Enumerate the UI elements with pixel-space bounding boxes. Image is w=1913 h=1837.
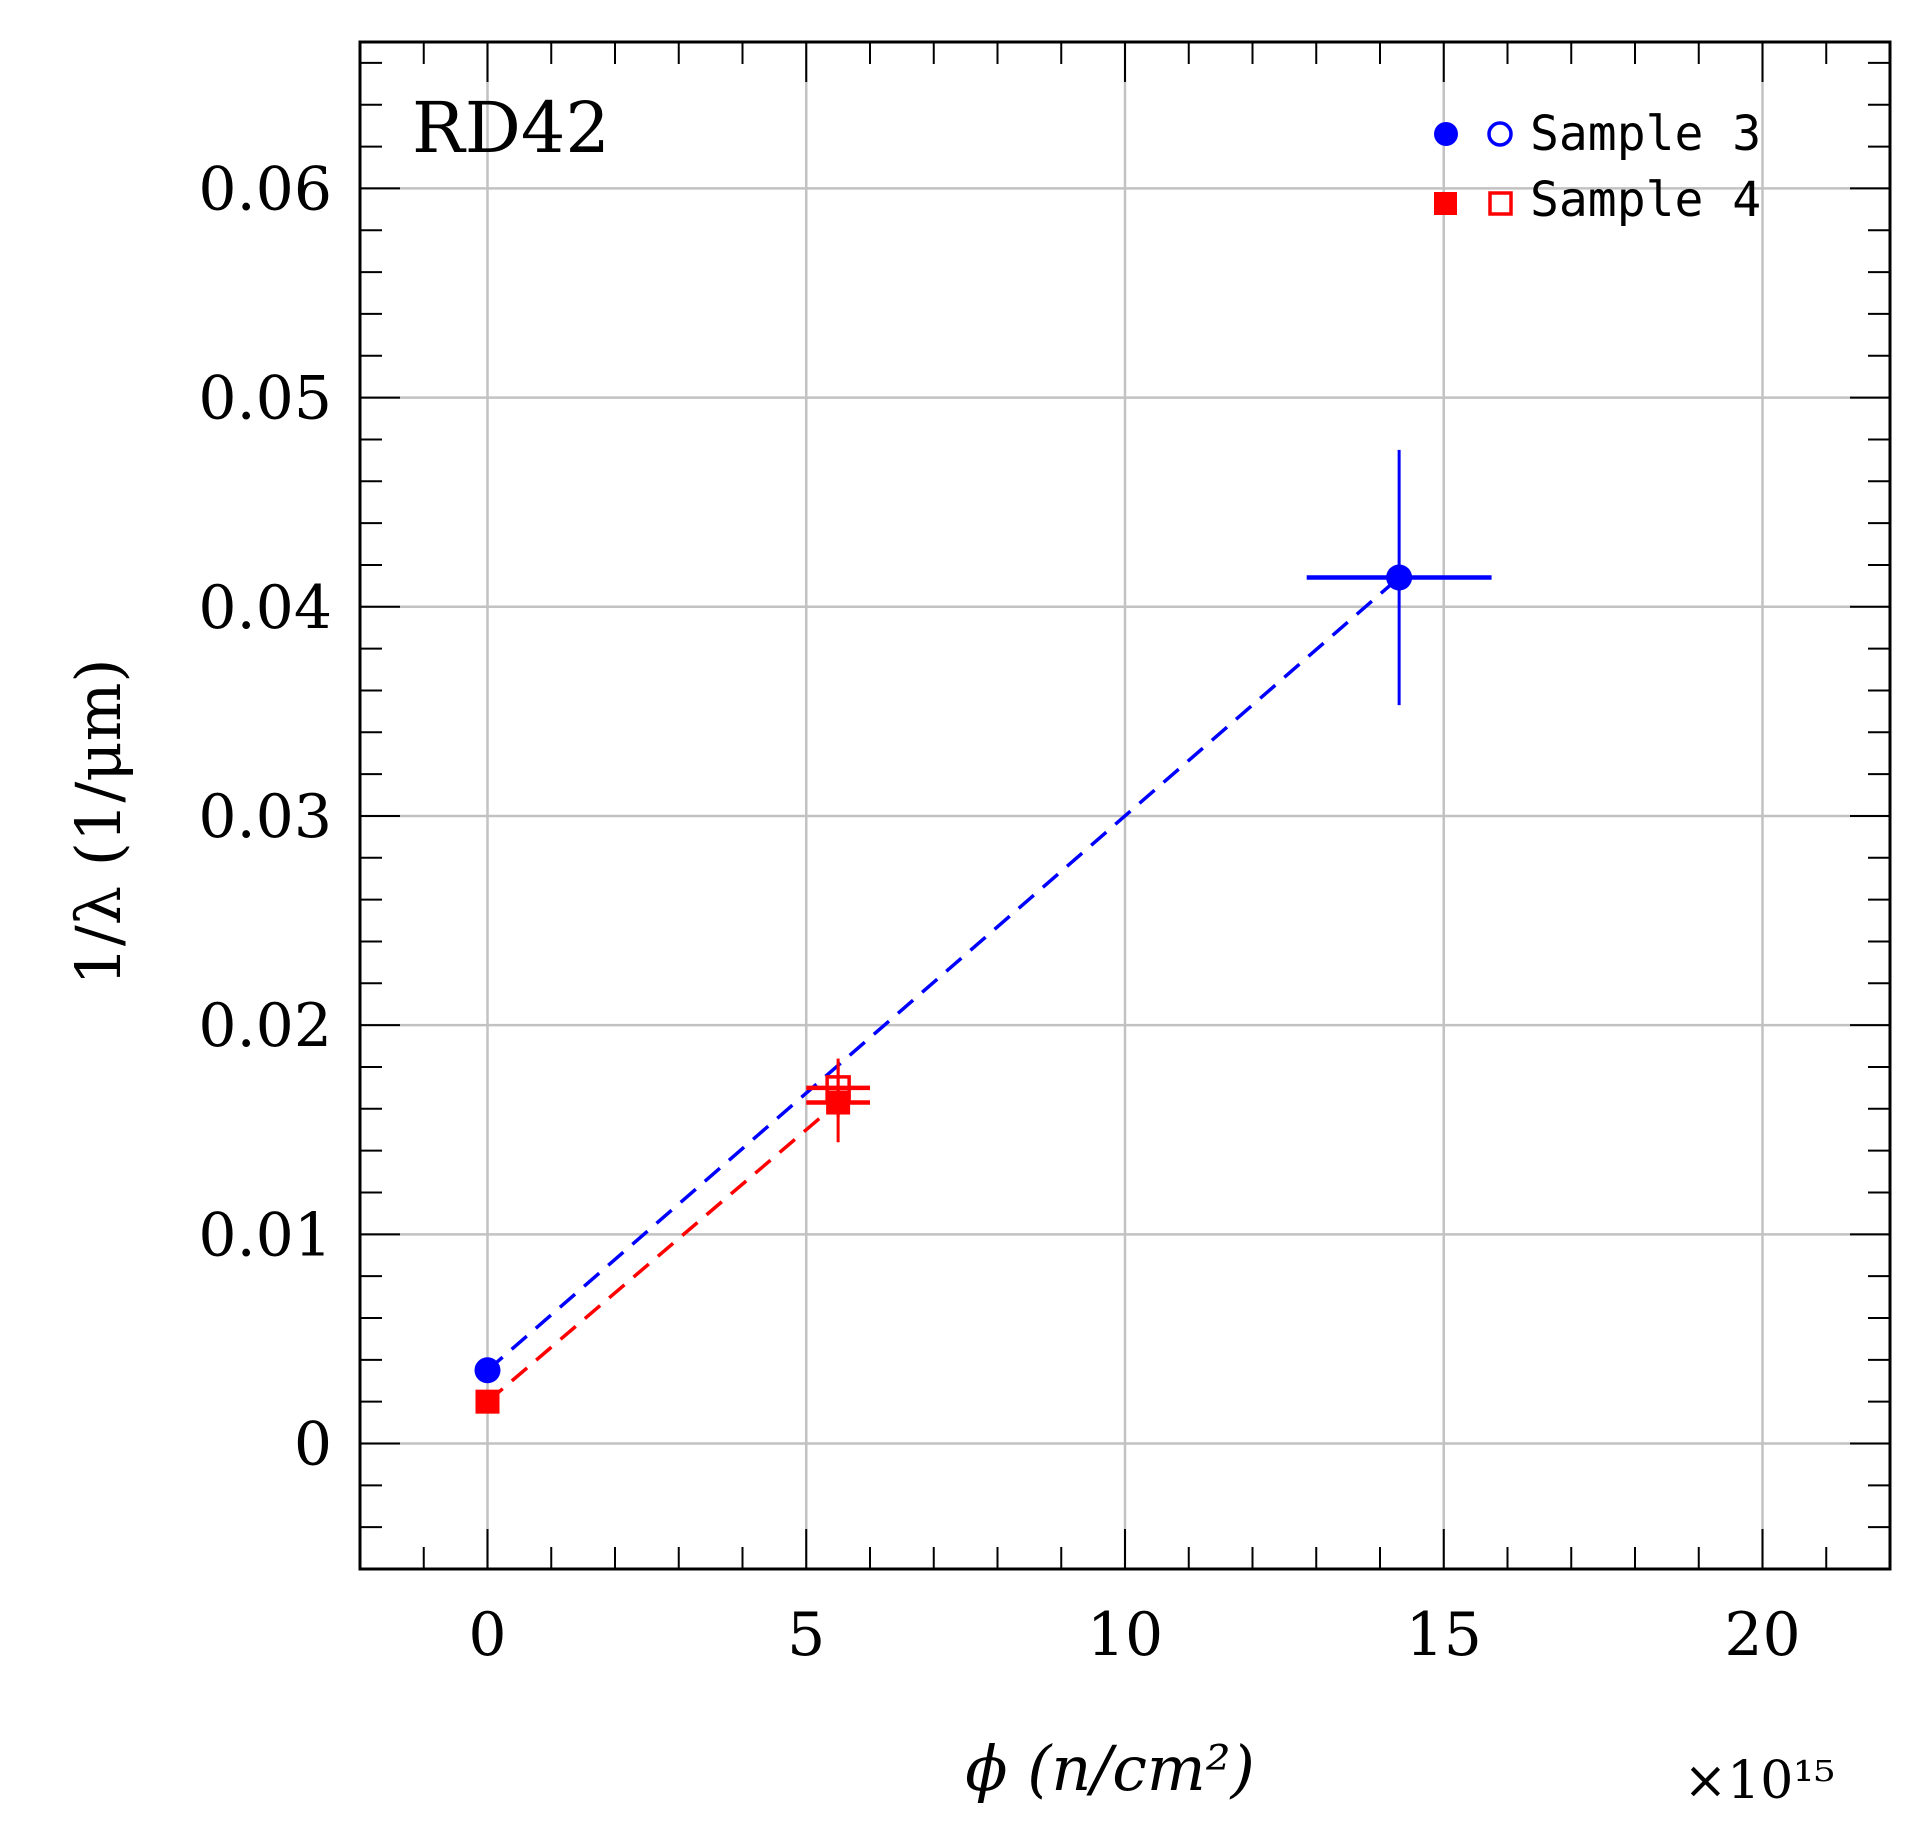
axis-ticks [359,42,1891,1570]
data-point-filled [826,1090,851,1115]
legend-marker-open-circle [1487,121,1513,147]
y-tick-label: 0.02 [198,991,332,1061]
data-point-filled [1386,564,1413,591]
x-tick-label: 0 [468,1600,506,1670]
x-axis-title: ϕ (n/cm²) [965,1732,1255,1805]
legend-marker-filled-circle [1434,122,1458,146]
legend-label-sample-4: Sample 4 [1530,172,1761,228]
y-tick-label: 0.06 [198,154,332,224]
y-tick-label: 0.01 [198,1200,332,1270]
data-points [474,449,1492,1414]
legend-entry-sample-4: Sample 4 [1434,172,1761,228]
y-tick-label: 0.03 [198,782,332,852]
legend-marker-open-square [1488,191,1513,216]
legend-label-sample-3: Sample 3 [1530,106,1761,162]
fit-lines [486,576,1401,1403]
fit-line [486,1101,840,1403]
x-tick-label: 5 [787,1600,825,1670]
data-point-filled [475,1389,500,1414]
y-tick-label: 0.04 [198,573,332,643]
x-tick-label: 20 [1724,1600,1800,1670]
tick-labels: 0 5 10 15 20 0 0.01 0.02 0.03 0.04 0.05 0.06 [198,154,1800,1670]
legend: Sample 3 Sample 4 [1434,106,1761,228]
legend-marker-filled-square [1434,192,1457,215]
legend-entry-sample-3: Sample 3 [1434,106,1761,162]
annotation-label: RD42 [412,87,610,169]
y-tick-label: 0 [294,1409,332,1479]
x-axis-multiplier: ×10¹⁵ [1684,1751,1835,1811]
fit-line [486,576,1401,1372]
y-axis-title: 1/λ (1/μm) [62,658,135,985]
x-tick-label: 10 [1087,1600,1163,1670]
data-point-filled [474,1357,501,1384]
y-tick-label: 0.05 [198,364,332,434]
x-tick-label: 15 [1406,1600,1482,1670]
